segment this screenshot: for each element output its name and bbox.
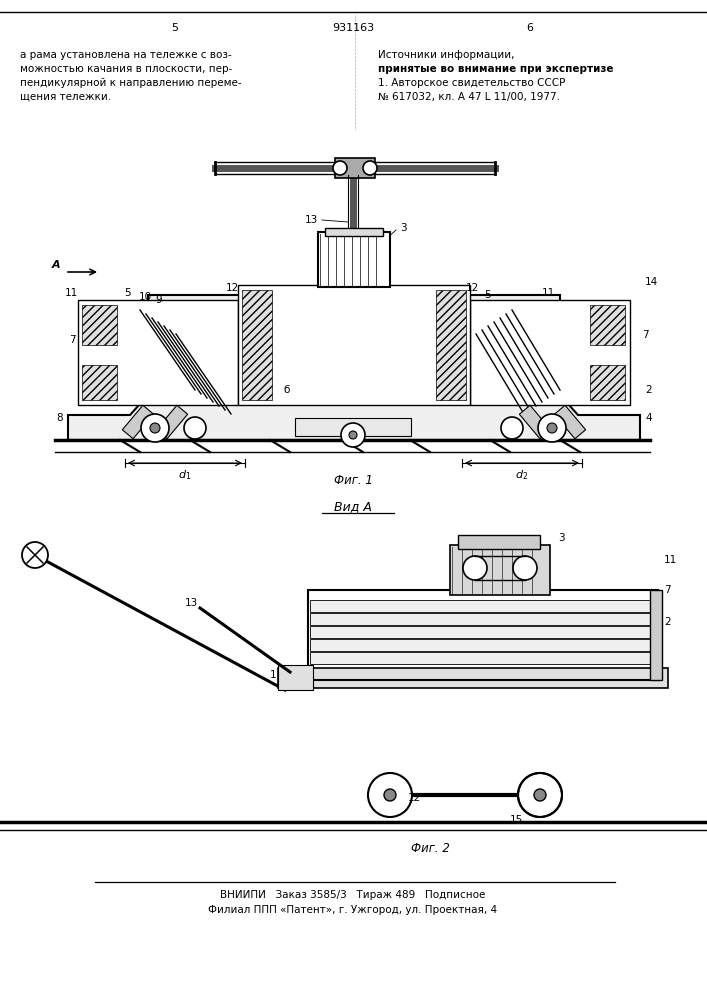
Bar bbox=[242, 290, 272, 400]
Bar bbox=[310, 652, 655, 664]
Text: 12: 12 bbox=[408, 793, 421, 803]
Text: Фиг. 2: Фиг. 2 bbox=[411, 842, 450, 854]
Polygon shape bbox=[156, 405, 187, 439]
Text: 8: 8 bbox=[57, 413, 63, 423]
Circle shape bbox=[513, 556, 537, 580]
Text: 931163: 931163 bbox=[332, 23, 374, 33]
Text: пендикулярной к направлению переме-: пендикулярной к направлению переме- bbox=[20, 78, 242, 88]
Text: 1. Авторское свидетельство СССР: 1. Авторское свидетельство СССР bbox=[378, 78, 566, 88]
Text: 11: 11 bbox=[542, 288, 554, 298]
Circle shape bbox=[349, 431, 357, 439]
Bar bbox=[82, 365, 117, 400]
Text: 3: 3 bbox=[400, 223, 407, 233]
Text: 15: 15 bbox=[510, 815, 523, 825]
Bar bbox=[78, 300, 238, 405]
Polygon shape bbox=[68, 295, 640, 440]
Text: 10: 10 bbox=[139, 292, 151, 302]
Bar bbox=[278, 665, 313, 690]
Text: 2: 2 bbox=[664, 617, 671, 627]
Bar bbox=[308, 590, 658, 680]
Bar bbox=[310, 600, 655, 612]
Text: Фиг. 1: Фиг. 1 bbox=[334, 474, 373, 487]
Bar bbox=[590, 305, 625, 345]
Bar bbox=[310, 639, 655, 651]
Text: ВНИИПИ   Заказ 3585/3   Тираж 489   Подписное: ВНИИПИ Заказ 3585/3 Тираж 489 Подписное bbox=[221, 890, 486, 900]
Circle shape bbox=[384, 789, 396, 801]
Text: 12: 12 bbox=[465, 283, 479, 293]
Bar bbox=[470, 300, 630, 405]
Text: 5: 5 bbox=[485, 290, 491, 300]
Text: а рама установлена на тележке с воз-: а рама установлена на тележке с воз- bbox=[20, 50, 232, 60]
Polygon shape bbox=[554, 405, 585, 439]
Text: 4: 4 bbox=[645, 413, 652, 423]
Text: принятые во внимание при экспертизе: принятые во внимание при экспертизе bbox=[378, 64, 614, 74]
Circle shape bbox=[368, 773, 412, 817]
Bar bbox=[295, 418, 411, 436]
Bar bbox=[318, 232, 390, 287]
Bar bbox=[590, 365, 625, 400]
Text: 7: 7 bbox=[664, 585, 671, 595]
Bar bbox=[310, 613, 655, 625]
Circle shape bbox=[534, 789, 546, 801]
Circle shape bbox=[341, 423, 365, 447]
Circle shape bbox=[150, 423, 160, 433]
Text: 5: 5 bbox=[172, 23, 178, 33]
Bar bbox=[436, 290, 466, 400]
Text: б: б bbox=[284, 385, 290, 395]
Circle shape bbox=[518, 773, 562, 817]
Circle shape bbox=[538, 414, 566, 442]
Circle shape bbox=[184, 417, 206, 439]
Text: 13: 13 bbox=[185, 598, 198, 608]
Text: Филиал ППП «Патент», г. Ужгород, ул. Проектная, 4: Филиал ППП «Патент», г. Ужгород, ул. Про… bbox=[209, 905, 498, 915]
Polygon shape bbox=[122, 405, 153, 439]
Text: 14: 14 bbox=[645, 277, 658, 287]
Text: 13: 13 bbox=[305, 215, 318, 225]
Text: 12: 12 bbox=[226, 283, 239, 293]
Bar bbox=[450, 545, 550, 595]
Polygon shape bbox=[520, 405, 551, 439]
Bar bbox=[525, 782, 555, 808]
Circle shape bbox=[141, 414, 169, 442]
Circle shape bbox=[547, 423, 557, 433]
Bar bbox=[335, 158, 375, 178]
Text: Источники информации,: Источники информации, bbox=[378, 50, 515, 60]
Text: 6: 6 bbox=[527, 23, 534, 33]
Bar bbox=[458, 535, 540, 549]
Text: A: A bbox=[52, 260, 60, 270]
Text: 3: 3 bbox=[558, 533, 565, 543]
Circle shape bbox=[463, 556, 487, 580]
Bar bbox=[238, 285, 470, 405]
Circle shape bbox=[363, 161, 377, 175]
Bar bbox=[82, 305, 117, 345]
Text: 9: 9 bbox=[156, 295, 163, 305]
Text: $d_2$: $d_2$ bbox=[515, 468, 529, 482]
Circle shape bbox=[22, 542, 48, 568]
Text: 11: 11 bbox=[664, 555, 677, 565]
Circle shape bbox=[333, 161, 347, 175]
Text: 7: 7 bbox=[642, 330, 648, 340]
Bar bbox=[650, 590, 662, 680]
Text: щения тележки.: щения тележки. bbox=[20, 92, 111, 102]
Text: 11: 11 bbox=[65, 288, 78, 298]
Text: 1: 1 bbox=[269, 670, 276, 680]
Text: 7: 7 bbox=[69, 335, 76, 345]
Text: $d_1$: $d_1$ bbox=[178, 468, 192, 482]
Text: № 617032, кл. А 47 L 11/00, 1977.: № 617032, кл. А 47 L 11/00, 1977. bbox=[378, 92, 560, 102]
Text: Вид A: Вид A bbox=[334, 500, 372, 514]
Bar bbox=[310, 626, 655, 638]
Text: 5: 5 bbox=[124, 288, 132, 298]
Text: 2: 2 bbox=[645, 385, 652, 395]
Bar bbox=[325, 228, 383, 236]
Circle shape bbox=[501, 417, 523, 439]
Text: можностью качания в плоскости, пер-: можностью качания в плоскости, пер- bbox=[20, 64, 233, 74]
Bar bbox=[278, 668, 668, 688]
